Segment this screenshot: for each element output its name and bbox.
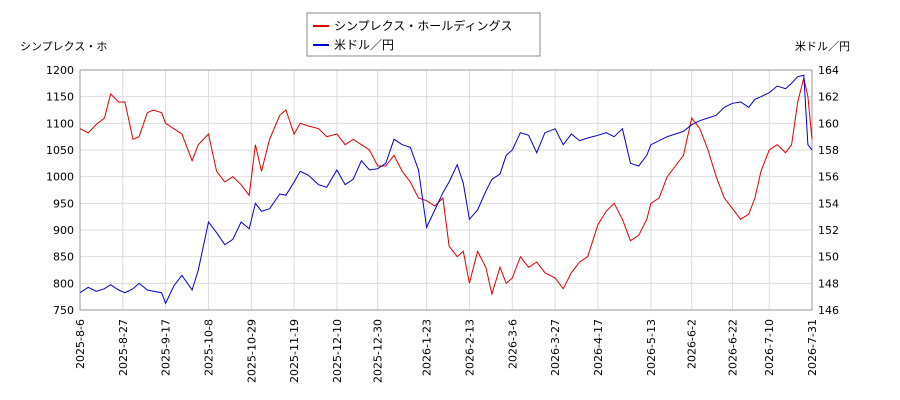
left-tick-label: 750: [53, 304, 74, 317]
right-tick-label: 160: [818, 117, 839, 130]
x-tick-label: 2026-6-2: [686, 319, 699, 369]
x-tick-label: 2026-1-23: [421, 319, 434, 376]
right-tick-label: 158: [818, 144, 839, 157]
legend-box: [306, 12, 541, 57]
x-tick-label: 2025-10-29: [245, 319, 258, 383]
legend-label-stock: シンプレクス・ホールディングス: [334, 18, 512, 33]
right-tick-label: 156: [818, 171, 839, 184]
x-tick-label: 2025-8-6: [74, 319, 87, 369]
x-tick-label: 2025-9-17: [160, 319, 173, 376]
x-tick-label: 2026-2-13: [463, 319, 476, 376]
x-tick-label: 2025-8-27: [117, 319, 130, 376]
x-axis-ticks: 2025-8-6 2025-8-27 2025-9-17 2025-10-8 2025-…: [74, 319, 819, 383]
x-tick-label: 2026-5-13: [645, 319, 658, 376]
x-tick-label: 2026-4-17: [592, 319, 605, 376]
left-tick-label: 850: [53, 251, 74, 264]
x-tick-label: 2026-3-27: [549, 319, 562, 376]
left-tick-label: 1150: [46, 91, 74, 104]
right-tick-label: 146: [818, 304, 839, 317]
left-tick-label: 1200: [46, 64, 74, 77]
x-tick-label: 2026-7-10: [763, 319, 776, 376]
grid: [79, 69, 813, 311]
left-tick-label: 800: [53, 277, 74, 290]
x-tick-label: 2026-3-6: [506, 319, 519, 369]
plot-frame: [79, 69, 813, 311]
series-line-usdjpy: [79, 74, 813, 305]
x-tick-label: 2025-12-30: [372, 319, 385, 383]
right-tick-label: 154: [818, 197, 839, 210]
left-tick-label: 1050: [46, 144, 74, 157]
x-tick-label: 2025-10-8: [202, 319, 215, 376]
x-tick-label: 2025-11-19: [288, 319, 301, 383]
right-tick-label: 152: [818, 224, 839, 237]
left-tick-label: 950: [53, 197, 74, 210]
left-tick-label: 1100: [46, 117, 74, 130]
right-axis-label: 米ドル／円: [795, 40, 850, 53]
legend-label-usdjpy: 米ドル／円: [334, 38, 394, 52]
x-tick-label: 2025-12-10: [331, 319, 344, 383]
right-tick-label: 150: [818, 251, 839, 264]
legend: シンプレクス・ホールディングス 米ドル／円: [306, 12, 541, 57]
left-axis-label: シンプレクス・ホ: [20, 40, 107, 53]
right-tick-label: 162: [818, 91, 839, 104]
series-lines: [79, 74, 813, 305]
left-axis-ticks: 750 800 850 900 950 1000 1050 1100 1150 1200: [46, 64, 74, 317]
left-tick-label: 900: [53, 224, 74, 237]
left-tick-label: 1000: [46, 171, 74, 184]
series-line-stock: [79, 77, 813, 296]
right-tick-label: 164: [818, 64, 839, 77]
right-axis-ticks: 146 148 150 152 154 156 158 160 162 164: [818, 64, 839, 317]
right-tick-label: 148: [818, 277, 839, 290]
x-tick-label: 2026-6-22: [726, 319, 739, 376]
x-tick-label: 2026-7-31: [806, 319, 819, 376]
